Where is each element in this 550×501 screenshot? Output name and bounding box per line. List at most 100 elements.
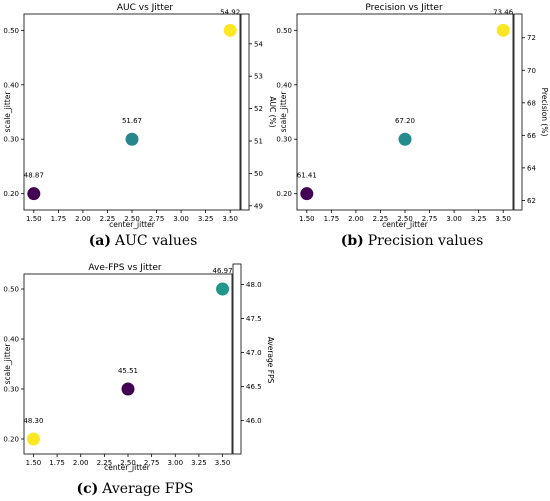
y-axis-label: scale_jitter — [279, 91, 288, 133]
data-label: 73.46 — [493, 8, 514, 16]
x-tick-label: 2.00 — [73, 459, 89, 467]
data-points: 48.30 45.51 46.97 — [23, 267, 233, 446]
colorbar-tick-label: 51 — [254, 137, 263, 145]
x-tick-label: 3.25 — [191, 459, 207, 467]
data-label: 61.41 — [297, 172, 317, 180]
caption-text: Average FPS — [101, 481, 193, 497]
x-tick-label: 3.50 — [215, 459, 231, 467]
colorbar-tick-label: 70 — [527, 67, 536, 75]
chart-title: Ave-FPS vs Jitter — [88, 263, 162, 273]
colorbar-tick-label: 64 — [527, 164, 536, 172]
x-axis-label: center_jitter — [109, 220, 156, 229]
x-tick-label: 3.50 — [495, 215, 511, 223]
data-point — [216, 282, 230, 296]
colorbar-label: Precision (%) — [540, 88, 549, 137]
data-label: 48.87 — [24, 172, 44, 180]
y-axis-label: scale_jitter — [3, 91, 12, 133]
x-tick-label: 2.75 — [144, 459, 160, 467]
colorbar-tick-label: 47.5 — [246, 315, 262, 323]
x-tick-label: 3.00 — [167, 459, 183, 467]
data-points: 61.41 67.20 73.46 — [297, 8, 514, 201]
colorbar-tick-label: 54 — [254, 40, 263, 48]
data-point — [300, 187, 314, 201]
plot-area — [23, 13, 241, 211]
x-tick-label: 2.00 — [75, 215, 91, 223]
colorbar-tick-label: 48.0 — [246, 281, 262, 289]
data-label: 45.51 — [118, 367, 138, 375]
x-tick-labels: 1.50 1.75 2.00 2.25 2.50 2.75 3.00 3.25 3.50 — [26, 454, 231, 467]
y-tick-label: 0.50 — [3, 27, 19, 35]
data-label: 48.30 — [23, 417, 43, 425]
caption-text: AUC values — [114, 233, 197, 249]
x-tick-label: 1.50 — [26, 215, 42, 223]
data-label: 54.92 — [220, 8, 240, 16]
x-tick-label: 3.50 — [222, 215, 238, 223]
y-tick-label: 0.40 — [3, 336, 19, 344]
x-tick-label: 1.50 — [26, 459, 42, 467]
y-tick-label: 0.30 — [3, 136, 19, 144]
x-tick-label: 2.25 — [373, 215, 389, 223]
y-tick-label: 0.40 — [3, 81, 19, 89]
colorbar-tick-label: 53 — [254, 73, 263, 81]
y-axis-label: scale_jitter — [3, 343, 12, 385]
colorbar — [513, 13, 523, 211]
x-tick-label: 3.25 — [471, 215, 487, 223]
x-tick-label: 1.75 — [51, 215, 67, 223]
y-tick-labels: 0.20 0.30 0.40 0.50 — [3, 27, 24, 198]
data-point — [26, 432, 40, 446]
x-tick-label: 2.75 — [149, 215, 165, 223]
x-tick-label: 1.75 — [49, 459, 65, 467]
panel-auc: AUC vs Jitter 1.50 1.75 2.00 2.25 2.50 2.75 3.… — [3, 3, 277, 249]
panel-precision: Precision vs Jitter 1.50 1.75 2.00 2.25 2.50… — [276, 3, 549, 249]
x-tick-label: 3.00 — [173, 215, 189, 223]
y-tick-label: 0.30 — [276, 136, 292, 144]
colorbar — [232, 263, 242, 455]
colorbar — [240, 13, 250, 211]
caption: (b) Precision values — [341, 233, 484, 249]
colorbar-tick-label: 49 — [254, 202, 263, 210]
colorbar-tick-label: 68 — [527, 99, 536, 107]
x-tick-label: 2.75 — [422, 215, 438, 223]
colorbar-label: Average FPS — [266, 337, 275, 384]
colorbar-tick-labels: 62 64 66 68 70 72 — [522, 34, 536, 205]
colorbar-tick-label: 72 — [527, 34, 536, 42]
x-axis-label: center_jitter — [104, 463, 151, 472]
data-label: 46.97 — [213, 267, 233, 275]
colorbar-tick-label: 66 — [527, 132, 536, 140]
x-tick-label: 1.50 — [299, 215, 315, 223]
x-tick-label: 2.50 — [124, 215, 140, 223]
y-tick-labels: 0.20 0.30 0.40 0.50 — [3, 286, 24, 444]
x-tick-label: 2.50 — [120, 459, 136, 467]
colorbar-tick-label: 52 — [254, 105, 263, 113]
y-tick-labels: 0.20 0.30 0.40 0.50 — [276, 27, 297, 198]
x-axis-label: center_jitter — [382, 220, 429, 229]
data-point — [496, 23, 510, 37]
data-point — [125, 132, 139, 146]
x-tick-labels: 1.50 1.75 2.00 2.25 2.50 2.75 3.00 3.25 3.50 — [299, 210, 511, 223]
colorbar-tick-label: 62 — [527, 197, 536, 205]
caption: (c) Average FPS — [77, 481, 194, 497]
colorbar-tick-label: 46.5 — [246, 383, 262, 391]
y-tick-label: 0.50 — [276, 27, 292, 35]
caption-text: Precision values — [368, 233, 484, 249]
colorbar-tick-label: 47.0 — [246, 349, 262, 357]
y-tick-label: 0.20 — [3, 190, 19, 198]
x-tick-label: 2.25 — [97, 459, 113, 467]
data-point — [27, 187, 41, 201]
data-point — [223, 23, 237, 37]
x-tick-label: 1.75 — [324, 215, 340, 223]
y-tick-label: 0.50 — [3, 286, 19, 294]
colorbar-tick-labels: 49 50 51 52 53 54 — [249, 40, 263, 210]
data-label: 51.67 — [122, 117, 142, 125]
y-tick-label: 0.30 — [3, 386, 19, 394]
caption-tag: (b) — [341, 233, 364, 249]
colorbar-tick-label: 46.0 — [246, 417, 262, 425]
plot-area — [296, 13, 514, 211]
panel-fps: Ave-FPS vs Jitter 1.50 1.75 2.00 2.25 2.50 2.… — [3, 263, 275, 497]
data-label: 67.20 — [395, 117, 415, 125]
colorbar-tick-label: 50 — [254, 170, 263, 178]
x-tick-label: 3.25 — [198, 215, 214, 223]
x-tick-label: 3.00 — [446, 215, 462, 223]
x-tick-labels: 1.50 1.75 2.00 2.25 2.50 2.75 3.00 3.25 3.50 — [26, 210, 238, 223]
